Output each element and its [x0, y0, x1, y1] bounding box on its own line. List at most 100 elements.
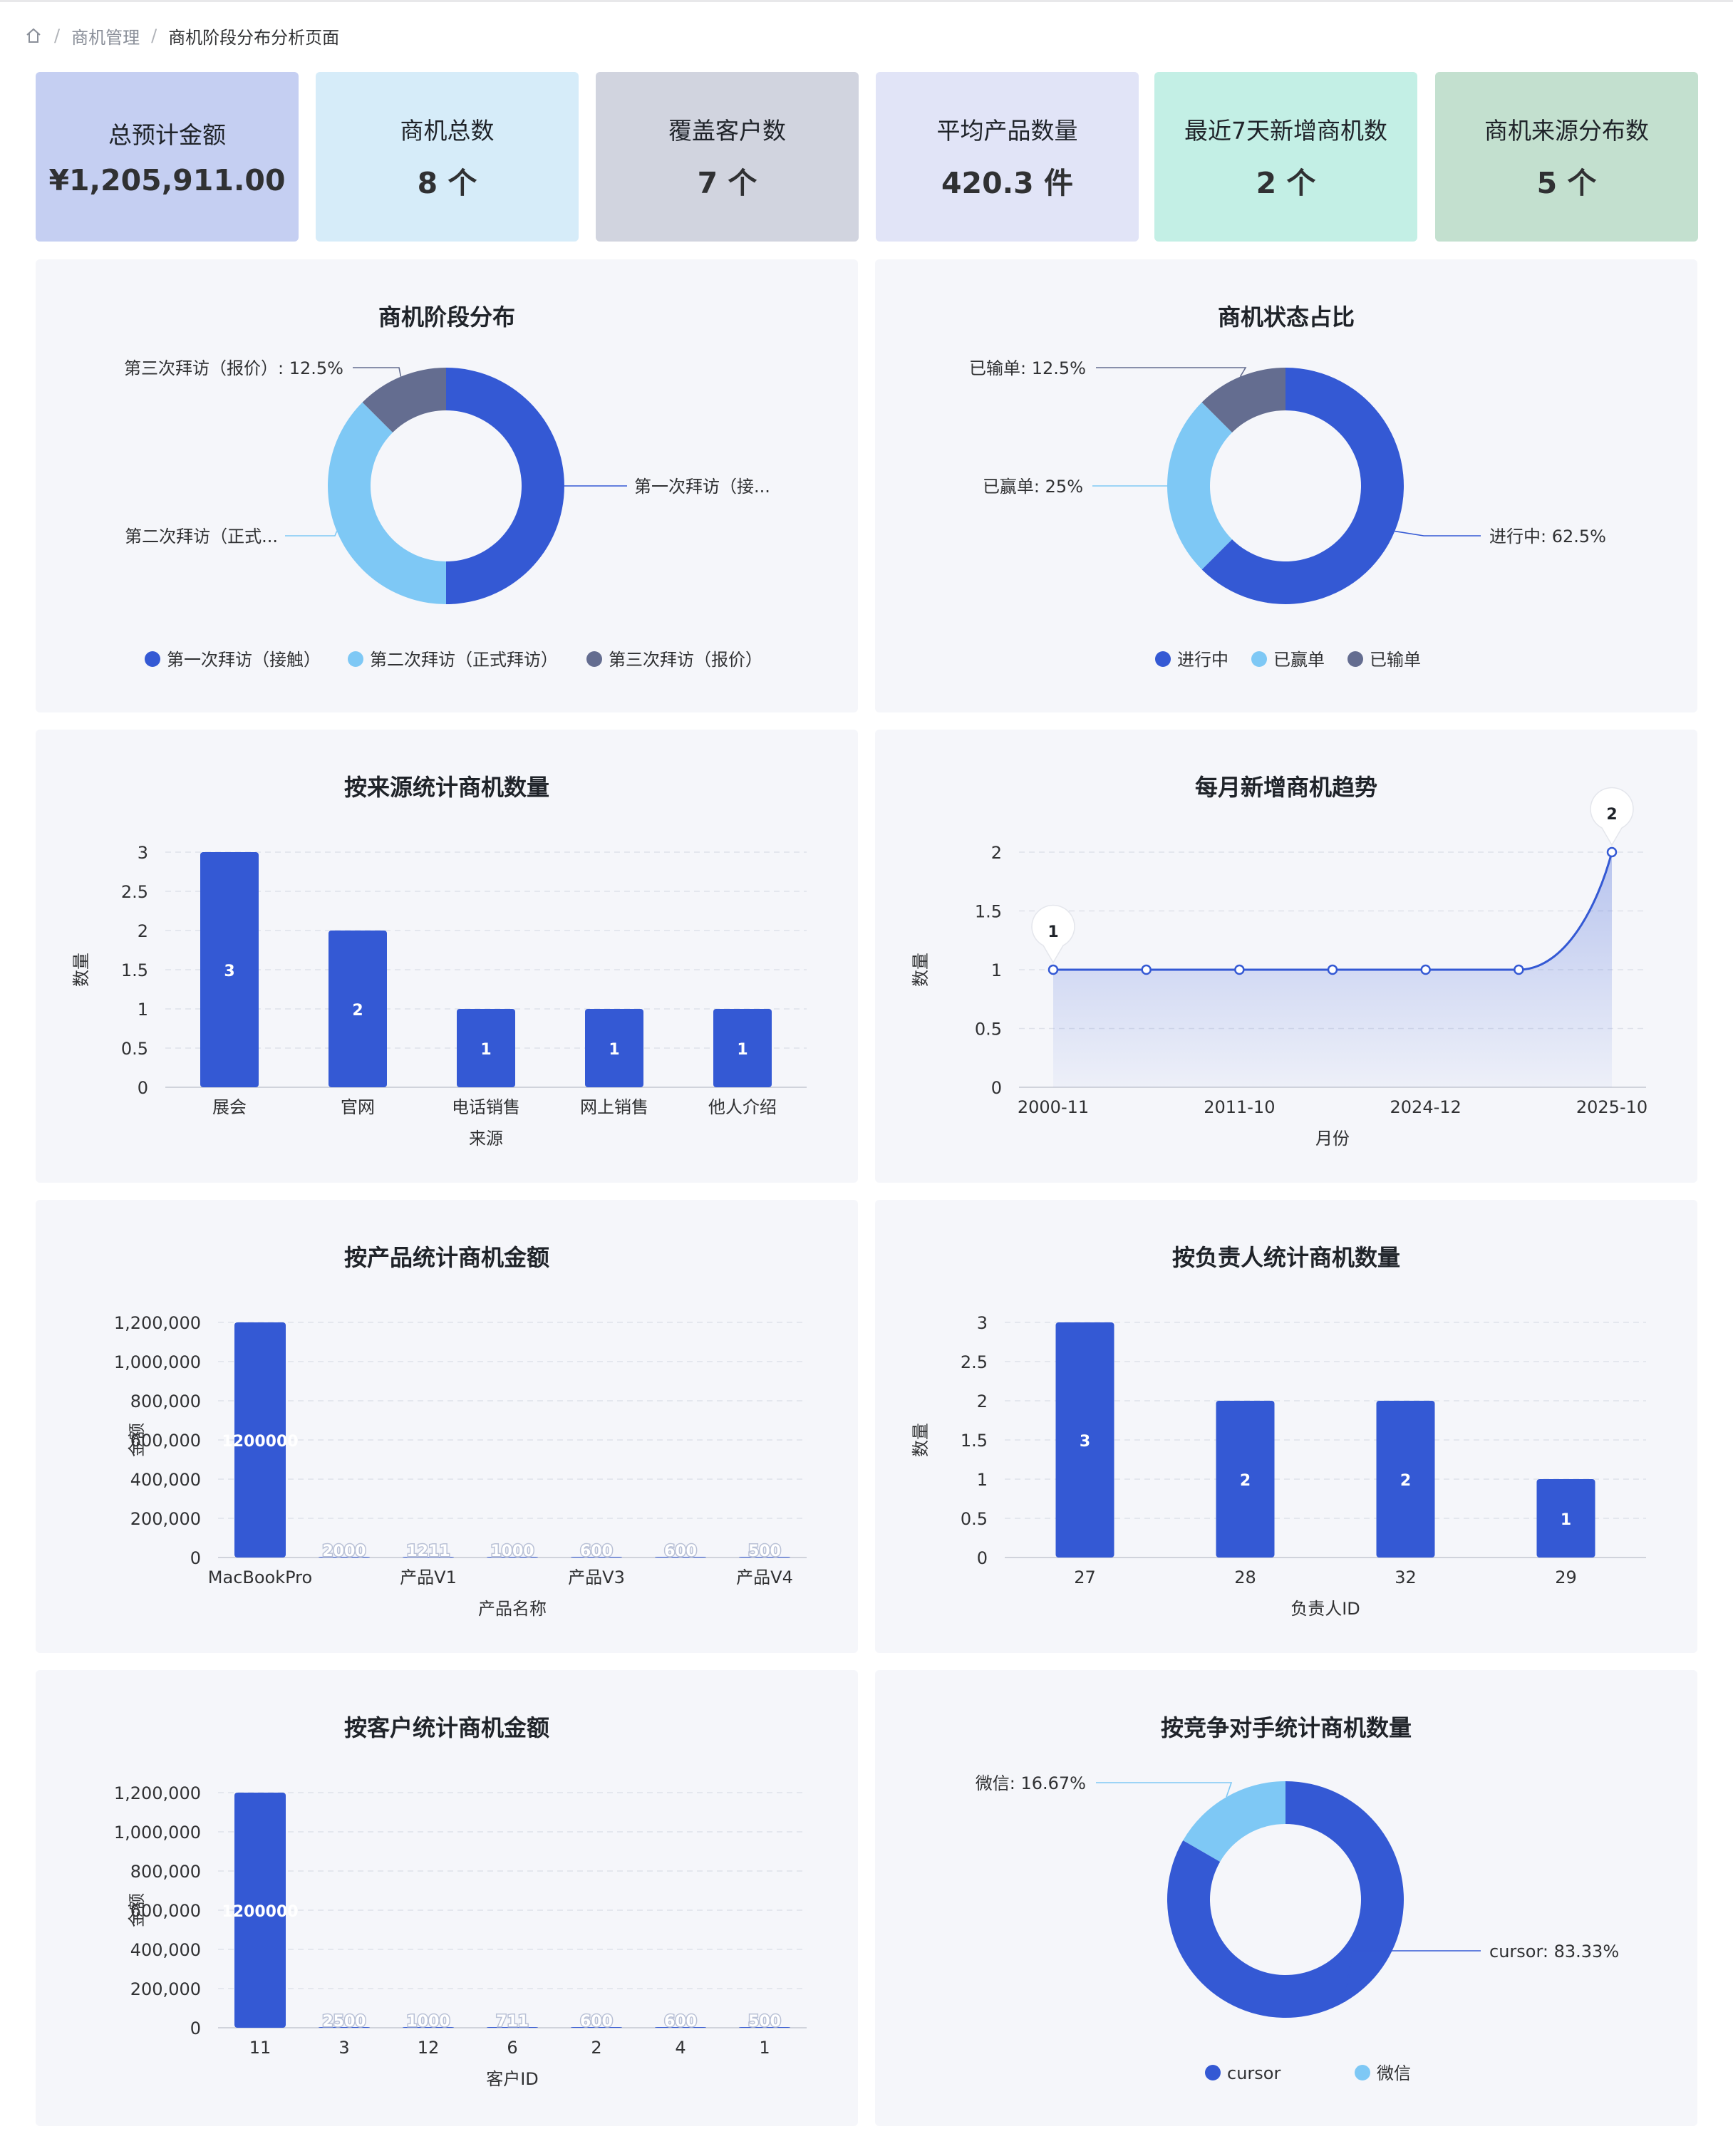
x-tick-label: 32	[1395, 1567, 1417, 1587]
x-tick-label: 2	[591, 2038, 601, 2058]
slice-label: 第一次拜访（接...	[634, 477, 770, 497]
y-tick-label: 2.5	[961, 1352, 988, 1372]
bar-data-label: 2	[1240, 1472, 1251, 1490]
stat-card-source-count: 商机来源分布数 5 个	[1435, 72, 1698, 242]
leader-line	[1096, 1782, 1233, 1798]
y-tick-label: 1.5	[961, 1431, 988, 1451]
x-tick-label: 2024-12	[1390, 1097, 1462, 1117]
x-tick-label: 网上销售	[580, 1097, 648, 1117]
bar	[200, 852, 259, 1087]
x-tick-label: 12	[418, 2038, 440, 2058]
donut-slice	[1167, 1781, 1404, 2018]
bar-data-label: 500	[748, 2013, 781, 2031]
y-tick-label: 1	[991, 960, 1002, 980]
y-axis-title: 金额	[127, 1893, 147, 1927]
line-point	[1514, 964, 1524, 975]
pin-shape	[1031, 904, 1075, 964]
x-tick-label: 产品V4	[736, 1567, 793, 1587]
legend-label: 已输单	[1370, 650, 1421, 670]
y-tick-label: 0	[991, 1078, 1002, 1098]
bar-data-label: 711	[496, 2013, 529, 2031]
bar-data-label: 3	[224, 963, 234, 980]
y-tick-label: 0	[190, 1548, 201, 1568]
y-tick-label: 3	[977, 1313, 988, 1333]
y-tick-label: 0	[977, 1548, 988, 1568]
bar-data-label: 3	[1080, 1433, 1090, 1451]
breadcrumb-separator: /	[54, 26, 61, 46]
slice-label: cursor: 83.33%	[1489, 1942, 1619, 1961]
owner-count-card: 按负责人统计商机数量 0 0.5 1 1.5 2 2.5 3 3 27 2 28 2 32 1 29 负责人I…	[875, 1200, 1697, 1653]
x-tick-label: 2000-11	[1018, 1097, 1089, 1117]
chart-title: 按来源统计商机数量	[343, 774, 549, 801]
x-tick-label: 产品V1	[400, 1567, 457, 1587]
legend-marker	[1355, 2065, 1370, 2080]
line-series	[1053, 851, 1613, 971]
bar-data-label: 1	[1561, 1511, 1571, 1529]
leader-line	[285, 531, 338, 537]
y-tick-label: 800,000	[130, 1862, 201, 1882]
monthly-trend-card: 每月新增商机趋势 0 0.5 1 1.5 2 2000-11 2011-10 2024-12 2…	[875, 730, 1697, 1183]
home-icon[interactable]	[24, 26, 43, 45]
top-divider	[0, 0, 1733, 2]
y-tick-label: 2	[977, 1391, 988, 1411]
bar	[1055, 1322, 1114, 1558]
stat-card-new-7days: 最近7天新增商机数 2 个	[1154, 72, 1417, 242]
donut-slice	[327, 402, 446, 604]
pin-label: 2	[1606, 806, 1617, 824]
stat-value: 5 个	[1536, 166, 1597, 200]
stat-value: 8 个	[417, 166, 477, 200]
status-donut-chart: 进行中: 62.5% 已赢单: 25% 已输单: 12.5% 进行中 已赢单 已输单	[969, 358, 1606, 670]
bar	[319, 1557, 370, 1558]
line-point	[1606, 846, 1618, 858]
pin-label: 1	[1047, 923, 1058, 941]
chart-title: 按客户统计商机金额	[343, 1714, 549, 1741]
bar-data-label: 1	[609, 1041, 619, 1059]
x-tick-label: 28	[1234, 1567, 1256, 1587]
chart-title: 商机阶段分布	[378, 304, 515, 331]
y-tick-label: 600,000	[130, 1901, 201, 1921]
y-tick-label: 1,200,000	[114, 1313, 201, 1333]
y-tick-label: 0	[190, 2018, 201, 2038]
y-axis-title: 数量	[911, 1423, 931, 1457]
y-tick-label: 600,000	[130, 1431, 201, 1451]
y-axis-title: 数量	[71, 953, 91, 987]
leader-line	[1096, 367, 1247, 378]
bar	[234, 1793, 286, 2028]
x-tick-label: 4	[675, 2038, 686, 2058]
leader-line	[353, 367, 402, 377]
x-axis-title: 来源	[469, 1129, 503, 1149]
bar	[739, 2027, 790, 2028]
bar	[571, 2027, 622, 2028]
pin-marker: 1	[1031, 904, 1075, 964]
leader-line	[1395, 530, 1481, 537]
bar	[571, 1557, 622, 1558]
stat-card-opportunity-count: 商机总数 8 个	[316, 72, 579, 242]
bar-data-label: 1000	[406, 2013, 450, 2031]
y-tick-label: 1,200,000	[114, 1783, 201, 1803]
y-tick-label: 1	[977, 1470, 988, 1490]
customer-bar-chart: 0 200,000 400,000 600,000 800,000 1,000,000 1,…	[114, 1783, 807, 2089]
bar	[487, 2027, 538, 2028]
x-tick-label: 1	[759, 2038, 770, 2058]
chart-legend: 进行中 已赢单 已输单	[1155, 650, 1421, 670]
stat-card-customer-count: 覆盖客户数 7 个	[596, 72, 859, 242]
donut-slice	[1167, 402, 1233, 570]
bar	[487, 1557, 538, 1558]
legend-label: 第一次拜访（接触）	[167, 650, 321, 670]
legend-label: 进行中	[1177, 650, 1228, 670]
legend-label: 第二次拜访（正式拜访）	[370, 650, 558, 670]
customer-amount-card: 按客户统计商机金额 0 200,000 400,000 600,000 800,000 1…	[36, 1670, 858, 2126]
bar-data-label: 1200000	[222, 1903, 298, 1921]
y-tick-label: 1,000,000	[114, 1352, 201, 1372]
bar-data-label: 1000	[490, 1543, 534, 1560]
y-tick-label: 2	[991, 843, 1002, 863]
stage-donut-chart: 第一次拜访（接... 第二次拜访（正式... 第三次拜访（报价）: 12.5% 第一次…	[124, 358, 770, 670]
competitor-donut-chart: cursor: 83.33% 微信: 16.67% cursor 微信	[976, 1773, 1619, 2083]
bar	[457, 1009, 515, 1087]
x-tick-label: 29	[1555, 1567, 1577, 1587]
breadcrumb-parent-link[interactable]: 商机管理	[71, 27, 140, 48]
legend-marker	[1155, 651, 1171, 667]
x-tick-label: MacBookPro	[208, 1567, 312, 1587]
competitor-count-card: 按竞争对手统计商机数量 cursor: 83.33% 微信: 16.67% curs…	[875, 1670, 1697, 2126]
x-tick-label: 他人介绍	[708, 1097, 777, 1117]
